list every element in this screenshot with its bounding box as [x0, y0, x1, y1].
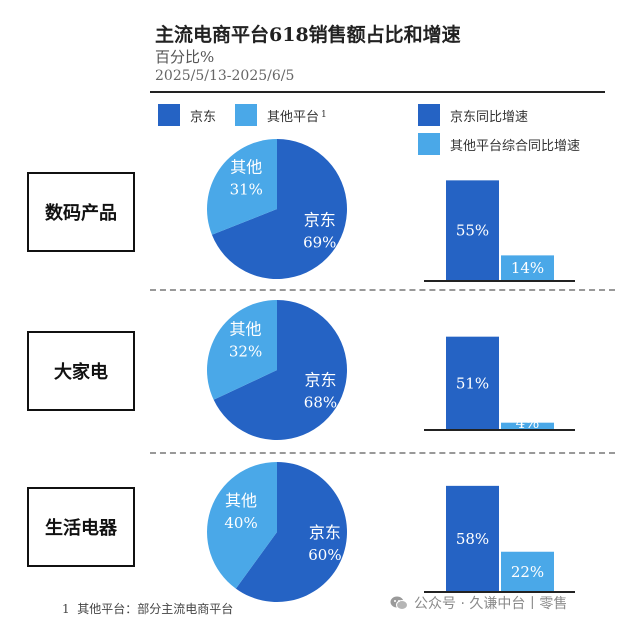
bar-other-growth — [501, 422, 554, 430]
pie-label-jd: 京东 — [304, 211, 336, 230]
bar-jd-growth — [446, 336, 499, 430]
pie-slice-jd — [211, 139, 347, 280]
legend-other-growth-swatch — [418, 133, 440, 155]
pie-value-other: 31% — [230, 180, 263, 198]
pie-slice-other — [207, 462, 277, 589]
legend-other-label: 其他平台 — [267, 109, 320, 125]
pie-label-jd: 京东 — [304, 371, 336, 390]
footnote-number: 1 — [62, 602, 70, 616]
bar-jd-growth — [446, 485, 499, 592]
footnote: 1 其他平台：部分主流电商平台 — [62, 600, 233, 617]
date-range: 2025/5/13-2025/6/5 — [155, 68, 295, 84]
legend-jd-growth-label: 京东同比增速 — [450, 109, 529, 125]
pie-slice-jd — [213, 300, 347, 440]
pie-value-other: 32% — [229, 342, 262, 360]
category-label: 大家电 — [54, 362, 108, 383]
pie-label-other: 其他 — [230, 157, 262, 176]
pie-slice-other — [207, 139, 277, 235]
category-box-small-appliance: 生活电器 — [27, 487, 135, 567]
row-divider — [150, 289, 615, 291]
watermark-text: 公众号 · 久谦中台丨零售 — [414, 596, 568, 612]
bar-label-other: 4% — [516, 414, 540, 432]
pie-label-jd: 京东 — [309, 523, 341, 542]
bar-label-jd: 55% — [456, 222, 489, 240]
category-box-appliance: 大家电 — [27, 331, 135, 411]
pie-slice-other — [206, 300, 277, 400]
header-rule — [150, 91, 605, 93]
legend-jd-growth: 京东同比增速 — [418, 104, 528, 126]
category-label: 生活电器 — [45, 518, 117, 539]
wechat-icon — [390, 596, 408, 610]
legend-other-growth: 其他平台综合同比增速 — [418, 133, 580, 155]
bar-label-other: 22% — [511, 563, 544, 581]
legend-jd-growth-swatch — [418, 104, 440, 126]
bar-label-jd: 51% — [456, 374, 489, 392]
chart-title: 主流电商平台618销售额占比和增速 — [155, 24, 461, 46]
bar-label-jd: 58% — [456, 530, 489, 548]
watermark: 公众号 · 久谦中台丨零售 — [390, 593, 567, 613]
pie-value-jd: 60% — [308, 546, 341, 564]
bar-other-growth — [501, 551, 554, 592]
legend-other-sup: 1 — [321, 110, 327, 120]
row-divider — [150, 452, 615, 454]
bar-label-other: 14% — [511, 259, 544, 277]
chart-subtitle: 百分比% — [155, 48, 215, 66]
pie-value-jd: 69% — [303, 234, 336, 252]
legend-other-growth-label: 其他平台综合同比增速 — [450, 138, 581, 154]
pie-label-other: 其他 — [225, 491, 257, 510]
legend-other: 其他平台 1 — [235, 104, 327, 126]
pie-slice-jd — [235, 462, 348, 602]
bar-other-growth — [501, 255, 554, 281]
legend-other-swatch — [235, 104, 257, 126]
legend-jd-label: 京东 — [190, 109, 217, 125]
footnote-text: 其他平台：部分主流电商平台 — [77, 602, 234, 616]
pie-value-other: 40% — [224, 514, 257, 532]
pie-label-other: 其他 — [230, 319, 262, 338]
category-box-digital: 数码产品 — [27, 172, 135, 252]
bar-jd-growth — [446, 180, 499, 281]
legend-jd: 京东 — [158, 104, 216, 126]
legend-jd-swatch — [158, 104, 180, 126]
category-label: 数码产品 — [45, 203, 117, 224]
pie-value-jd: 68% — [304, 394, 337, 412]
